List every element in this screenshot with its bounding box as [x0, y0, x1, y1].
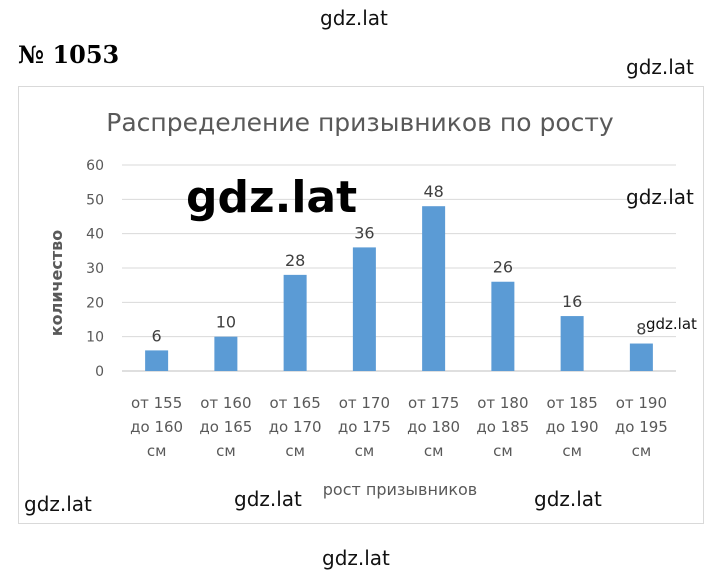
x-tick-label: см [285, 442, 305, 460]
watermark-small: gdz.lat [646, 315, 697, 333]
x-tick-label: см [424, 442, 444, 460]
x-tick-label: до 165 [199, 418, 252, 436]
x-tick-label: от 175 [408, 394, 459, 412]
bar [491, 281, 515, 371]
y-tick-label: 20 [86, 295, 104, 311]
bar [629, 343, 653, 371]
x-tick-label: до 180 [407, 418, 460, 436]
x-tick-label: см [562, 442, 582, 460]
x-tick-label: до 175 [338, 418, 391, 436]
y-axis-label: количество [47, 230, 66, 337]
y-tick-label: 0 [95, 364, 104, 380]
x-tick-label: от 185 [546, 394, 597, 412]
y-tick-label: 10 [86, 330, 104, 346]
y-tick-label: 30 [86, 261, 104, 277]
data-label: 8 [636, 320, 646, 339]
x-tick-label: до 170 [269, 418, 322, 436]
x-tick-label: до 195 [615, 418, 668, 436]
x-tick-label: см [355, 442, 375, 460]
data-label: 48 [423, 182, 443, 201]
y-tick-label: 40 [86, 227, 104, 243]
x-tick-label: см [216, 442, 236, 460]
problem-number: № 1053 [18, 40, 120, 69]
data-label: 36 [354, 223, 374, 242]
x-axis-label: рост призывников [323, 480, 477, 499]
bar [214, 336, 238, 371]
data-label: 16 [562, 292, 582, 311]
watermark-bottom-left: gdz.lat [24, 492, 92, 516]
x-tick-label: от 190 [616, 394, 667, 412]
x-tick-label: от 180 [477, 394, 528, 412]
x-tick-label: до 160 [130, 418, 183, 436]
watermark-big: gdz.lat [186, 172, 358, 223]
x-tick-label: см [147, 442, 167, 460]
watermark-right-mid: gdz.lat [626, 185, 694, 209]
data-label: 6 [152, 326, 162, 345]
bar [560, 316, 584, 371]
bar [283, 274, 307, 371]
watermark-bottom-center-left: gdz.lat [234, 487, 302, 511]
y-tick-label: 60 [86, 158, 104, 174]
bar [352, 247, 376, 371]
y-tick-label: 50 [86, 192, 104, 208]
x-tick-label: от 155 [131, 394, 182, 412]
x-tick-label: от 170 [339, 394, 390, 412]
data-label: 26 [493, 258, 513, 277]
chart-title: Распределение призывников по росту [106, 108, 614, 137]
watermark-top: gdz.lat [320, 6, 388, 30]
x-tick-label: до 190 [546, 418, 599, 436]
x-tick-label: от 165 [269, 394, 320, 412]
bar [145, 350, 169, 371]
bar [422, 206, 446, 371]
data-label: 10 [216, 313, 236, 332]
watermark-bottom: gdz.lat [322, 546, 390, 570]
x-tick-label: от 160 [200, 394, 251, 412]
data-label: 28 [285, 251, 305, 270]
x-tick-label: см [493, 442, 513, 460]
watermark-right-top: gdz.lat [626, 55, 694, 79]
x-tick-label: см [632, 442, 652, 460]
watermark-bottom-center-right: gdz.lat [534, 487, 602, 511]
x-tick-label: до 185 [476, 418, 529, 436]
